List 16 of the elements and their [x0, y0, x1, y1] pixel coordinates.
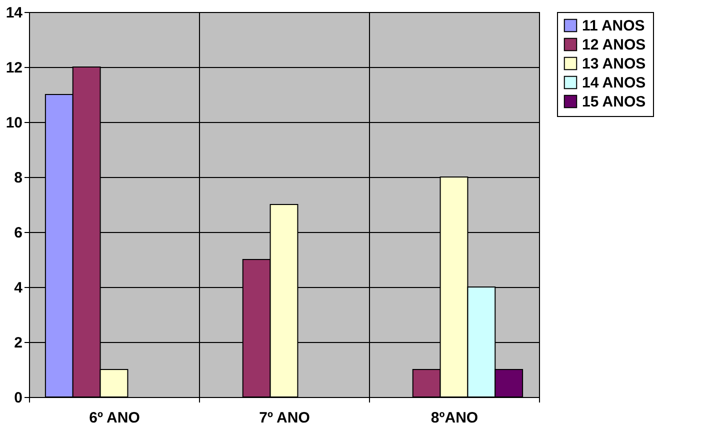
legend-label: 13 ANOS: [582, 56, 646, 72]
x-tick-label: 7º ANO: [259, 410, 310, 426]
x-tick-label: 6º ANO: [89, 410, 140, 426]
legend-label: 14 ANOS: [582, 74, 646, 92]
y-tick-label: 2: [14, 334, 22, 352]
legend-label: 12 ANOS: [582, 36, 646, 54]
y-tick-label: 4: [14, 280, 24, 296]
y-tick-label: 12: [6, 60, 22, 76]
legend-label: 11 ANOS: [582, 18, 645, 34]
legend-label: 15 ANOS: [582, 94, 646, 110]
y-tick-label: 8: [14, 170, 22, 186]
y-tick-label: 10: [6, 114, 22, 132]
y-tick-label: 14: [6, 4, 24, 22]
x-tick-label: 8ºANO: [430, 410, 478, 426]
y-tick-label: 0: [14, 390, 22, 406]
y-tick-label: 6: [14, 224, 22, 242]
